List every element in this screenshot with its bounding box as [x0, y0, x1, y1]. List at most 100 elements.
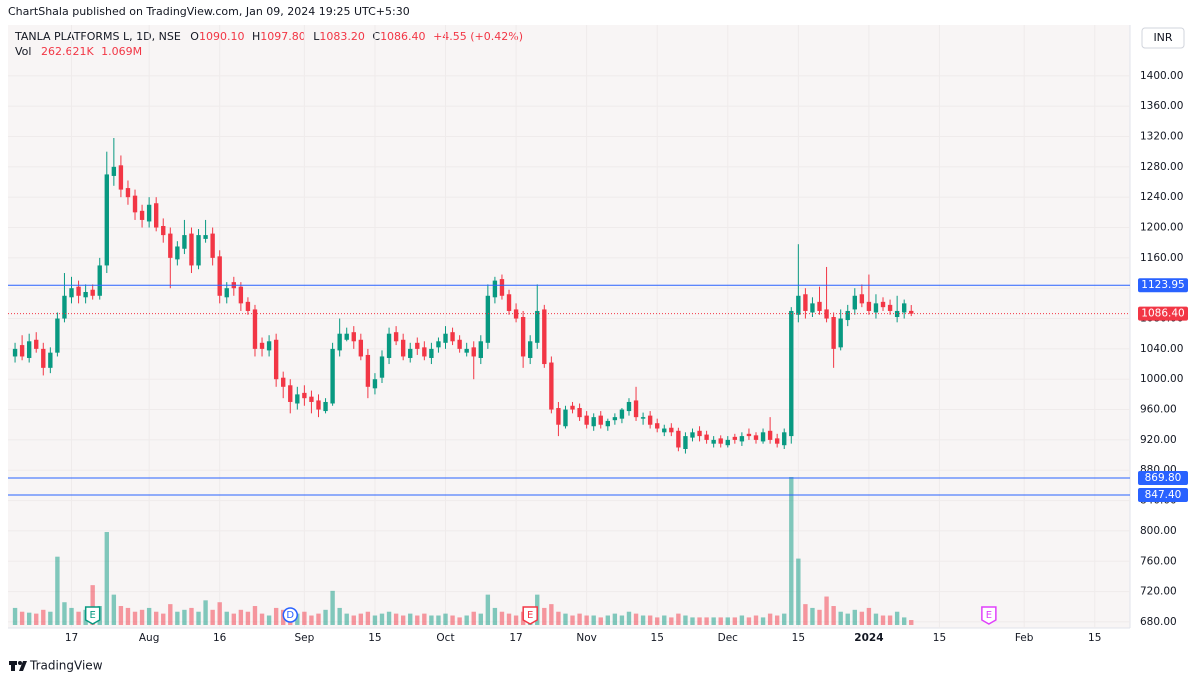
- volume-bar: [337, 607, 342, 625]
- volume-bar: [259, 613, 265, 625]
- volume-bar: [450, 615, 455, 625]
- candle-body: [12, 348, 18, 357]
- volume-bar: [231, 613, 236, 625]
- volume-bar: [408, 613, 413, 625]
- volume-bar: [556, 611, 561, 625]
- currency[interactable]: INR: [1153, 31, 1172, 44]
- volume-bar: [803, 604, 808, 625]
- volume-legend: Vol 262.621K 1.069M: [15, 45, 142, 58]
- candle-body: [139, 210, 145, 220]
- candle-body: [266, 341, 272, 351]
- candle-body: [563, 409, 568, 427]
- volume-bar: [563, 613, 568, 625]
- candle-body: [697, 430, 702, 437]
- candle-body: [887, 304, 893, 311]
- candle-body: [902, 303, 907, 313]
- volume-bar: [189, 607, 194, 625]
- event-label: E: [90, 610, 96, 621]
- volume-bar: [429, 615, 434, 625]
- volume-bar: [457, 617, 462, 625]
- event-label: E: [986, 610, 992, 621]
- vol-label: Vol: [15, 45, 31, 58]
- volume-bar: [577, 613, 582, 625]
- volume-bar: [252, 606, 258, 625]
- volume-bar: [302, 611, 307, 625]
- price-level-box: [1138, 306, 1188, 321]
- y-tick-label: 920.00: [1140, 434, 1177, 446]
- candle-body: [739, 436, 745, 442]
- candle-body: [400, 339, 406, 357]
- currency-button[interactable]: [1141, 27, 1185, 49]
- volume-bar: [161, 613, 166, 625]
- candle-body: [295, 394, 300, 404]
- volume-bar: [619, 615, 625, 625]
- volume-bar: [824, 596, 829, 625]
- x-tick-label: 15: [368, 632, 381, 644]
- candle-body: [506, 294, 512, 311]
- volume-bar: [154, 611, 159, 625]
- candle-body: [655, 423, 660, 429]
- candle-body: [83, 291, 88, 298]
- candle-body: [556, 408, 561, 425]
- volume-bar: [859, 611, 865, 625]
- x-tick-label: Nov: [576, 632, 597, 644]
- candle-body: [429, 348, 434, 358]
- event-marker: [282, 607, 299, 623]
- candle-body: [90, 289, 95, 296]
- volume-bar: [817, 609, 822, 625]
- y-tick-label: 800.00: [1140, 525, 1177, 537]
- volume-bar: [690, 617, 695, 625]
- volume-bar: [711, 617, 716, 625]
- event-marker: [981, 606, 997, 625]
- x-tick-label: 16: [213, 632, 227, 644]
- candle-body: [619, 409, 625, 419]
- candle-body: [485, 295, 491, 343]
- symbol: TANLA PLATFORMS L, 1D, NSE: [14, 30, 181, 43]
- legend-line: TANLA PLATFORMS L, 1D, NSE O1090.10 H109…: [14, 30, 523, 43]
- candle-body: [224, 288, 229, 298]
- candle-body: [810, 303, 815, 313]
- candle-body: [182, 235, 187, 249]
- candle-body: [584, 415, 589, 425]
- candle-body: [457, 339, 462, 349]
- candle-body: [662, 428, 667, 433]
- y-tick-label: 720.00: [1140, 586, 1177, 598]
- volume-bar: [104, 532, 109, 625]
- price-level-box: [1138, 278, 1188, 293]
- candle-body: [711, 439, 716, 444]
- candle-body: [245, 301, 251, 311]
- volume-bar: [344, 613, 349, 625]
- volume-bar: [471, 611, 476, 625]
- volume-bar: [746, 617, 752, 625]
- volume-bar: [739, 615, 745, 625]
- volume-bar: [69, 607, 74, 625]
- y-tick-label: 960.00: [1140, 404, 1177, 416]
- x-tick-label: 15: [933, 632, 946, 644]
- candle-body: [732, 436, 738, 440]
- candle-body: [873, 303, 879, 313]
- candle-body: [97, 265, 102, 296]
- volume-bar: [400, 615, 406, 625]
- candle-body: [309, 396, 314, 402]
- volume-bar: [464, 615, 469, 625]
- volume-bar: [782, 613, 787, 625]
- x-tick-label: Dec: [718, 632, 739, 644]
- volume-bar: [838, 611, 843, 625]
- candle-body: [683, 436, 688, 449]
- candle-body: [365, 354, 371, 387]
- volume-bar: [584, 615, 589, 625]
- volume-bar: [647, 615, 653, 625]
- candle-body: [210, 233, 215, 258]
- volume-bar: [760, 617, 766, 625]
- candle-body: [189, 233, 194, 266]
- price-level-label: 847.40: [1145, 489, 1182, 501]
- volume-bar: [351, 615, 356, 625]
- candle-body: [281, 377, 286, 387]
- x-tick-label: 15: [1088, 632, 1101, 644]
- candle-body: [372, 379, 378, 389]
- vol-ma: 1.069M: [101, 45, 142, 58]
- candle-body: [351, 332, 356, 342]
- volume-bar: [139, 609, 145, 625]
- volume-bar: [499, 611, 505, 625]
- price-level-box: [1138, 470, 1188, 485]
